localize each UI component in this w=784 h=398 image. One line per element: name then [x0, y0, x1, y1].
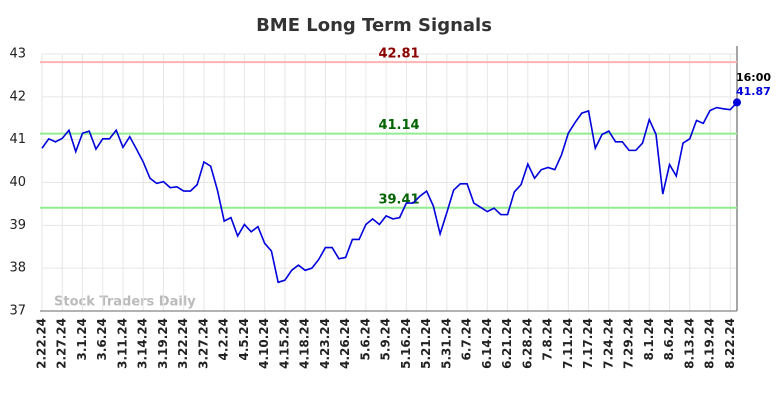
x-tick-label: 4.26.24: [338, 318, 352, 369]
x-tick-label: 3.22.24: [176, 318, 190, 369]
x-tick-label: 3.27.24: [196, 318, 210, 369]
x-tick-label: 5.16.24: [399, 318, 413, 369]
x-tick-label: 6.21.24: [500, 318, 514, 369]
x-tick-label: 5.31.24: [439, 318, 453, 369]
x-tick-label: 7.29.24: [622, 318, 636, 369]
x-tick-label: 2.27.24: [55, 318, 69, 369]
x-tick-label: 5.9.24: [379, 318, 393, 361]
x-tick-label: 4.10.24: [257, 318, 271, 369]
price-line: [41, 101, 738, 284]
x-tick-label: 2.22.24: [35, 318, 49, 369]
y-tick-label: 40: [9, 175, 26, 190]
x-tick-label: 8.1.24: [642, 318, 656, 361]
chart-title: BME Long Term Signals: [256, 15, 492, 36]
x-tick-label: 7.17.24: [581, 318, 595, 369]
x-tick-label: 3.6.24: [95, 318, 109, 361]
x-tick-label: 7.24.24: [601, 318, 615, 369]
watermark: Stock Traders Daily: [54, 295, 196, 310]
last-value-label: 41.87: [736, 85, 771, 98]
time-label: 16:00: [736, 71, 771, 84]
x-tick-label: 4.18.24: [298, 318, 312, 369]
y-tick-label: 41: [9, 132, 26, 147]
x-tick-label: 4.23.24: [318, 318, 332, 369]
y-tick-label: 37: [9, 304, 26, 319]
x-tick-label: 6.7.24: [460, 318, 474, 361]
signal-label: 42.81: [378, 47, 419, 62]
x-tick-label: 4.5.24: [237, 318, 251, 361]
last-point: [733, 98, 741, 107]
y-tick-label: 42: [9, 89, 26, 104]
x-tick-label: 4.15.24: [277, 318, 291, 369]
x-tick-label: 7.11.24: [561, 318, 575, 369]
signal-label: 39.41: [378, 192, 419, 207]
x-tick-label: 5.6.24: [358, 318, 372, 361]
y-tick-label: 43: [9, 47, 26, 62]
x-tick-label: 3.1.24: [75, 318, 89, 361]
x-tick-label: 3.14.24: [136, 318, 150, 369]
x-tick-label: 8.22.24: [723, 318, 737, 369]
x-tick-label: 6.14.24: [480, 318, 494, 369]
signal-label: 41.14: [378, 118, 419, 133]
x-tick-label: 6.28.24: [520, 318, 534, 369]
x-tick-label: 3.11.24: [115, 318, 129, 369]
x-tick-label: 8.13.24: [682, 318, 696, 369]
x-tick-label: 5.21.24: [419, 318, 433, 369]
x-tick-label: 8.19.24: [703, 318, 717, 369]
x-tick-label: 4.2.24: [217, 318, 231, 361]
x-tick-label: 7.8.24: [541, 318, 555, 361]
x-tick-label: 8.6.24: [662, 318, 676, 361]
x-tick-label: 3.19.24: [156, 318, 170, 369]
y-tick-label: 38: [9, 261, 26, 276]
y-tick-label: 39: [9, 218, 26, 233]
